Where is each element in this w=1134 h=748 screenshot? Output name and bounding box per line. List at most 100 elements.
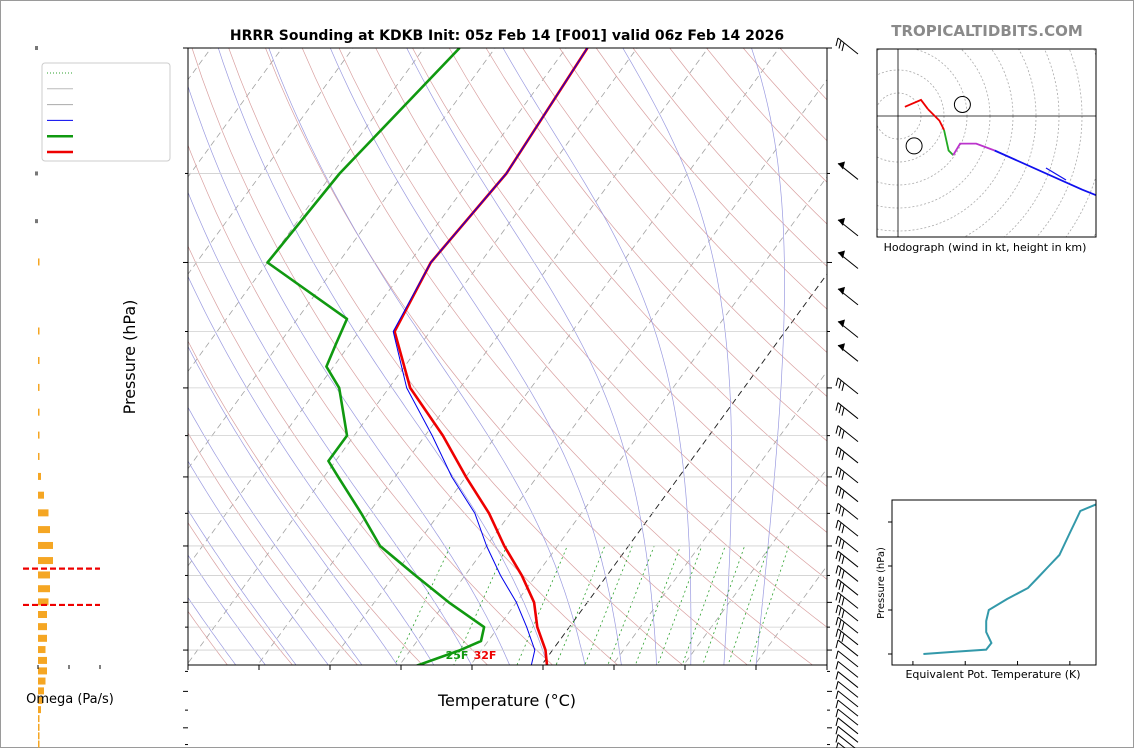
omega-bar — [38, 677, 46, 685]
pseudoadiabat-line — [188, 85, 510, 665]
wind-barb — [837, 319, 859, 338]
omega-bar — [38, 452, 40, 460]
isotherm-line — [612, 370, 827, 665]
isotherm-line — [399, 78, 827, 665]
barb-flag — [841, 622, 845, 631]
wind-barb — [835, 690, 859, 708]
barb-flag — [838, 594, 842, 603]
chart-title: HRRR Sounding at KDKB Init: 05z Feb 14 [… — [230, 28, 784, 44]
watermark: TROPICALTIDBITS.COM — [891, 22, 1083, 40]
omega-bar — [38, 598, 49, 606]
wind-barb — [835, 725, 859, 743]
skewt-x-label: Temperature (°C) — [437, 691, 576, 710]
wind-barbs — [835, 37, 859, 748]
wind-barb — [835, 425, 859, 442]
barb-pennant — [838, 217, 845, 226]
barb-shaft — [837, 550, 859, 568]
dry-adiabat-line — [669, 48, 827, 225]
skewt-y-axis — [183, 47, 832, 746]
dry-adiabat-line — [375, 48, 827, 580]
dry-adiabat-line — [559, 48, 827, 353]
omega-bar — [38, 509, 49, 517]
barb-flag — [835, 550, 839, 560]
barb-flag — [835, 592, 839, 601]
mixing-ratio-line — [634, 545, 681, 665]
mixing-ratio-line — [748, 545, 790, 665]
barb-pennant — [838, 343, 845, 352]
barb-flag — [835, 446, 839, 456]
barb-flag — [835, 466, 839, 476]
wind-barb — [835, 519, 859, 537]
wind-barb — [835, 565, 859, 582]
pseudoadiabat-line — [188, 191, 472, 665]
dry-adiabat-line — [742, 48, 827, 142]
barb-flag — [835, 681, 839, 690]
dry-adiabat-line — [188, 432, 358, 665]
isotherm-line — [188, 48, 354, 275]
omega-bar — [38, 356, 40, 364]
pseudoadiabat-line — [751, 48, 785, 665]
pseudoadiabat-line — [406, 48, 658, 665]
wind-barb — [837, 250, 859, 269]
barb-flag — [835, 700, 839, 709]
theta-e-frame — [891, 499, 1097, 666]
isotherm-zero-line — [541, 273, 827, 665]
omega-bar — [38, 646, 46, 654]
dry-adiabat-line — [338, 48, 827, 628]
barb-shaft — [837, 690, 859, 708]
omega-bar — [38, 526, 50, 534]
skewt-profiles — [266, 48, 589, 665]
barb-flag — [835, 604, 839, 614]
mixing-ratio-line — [702, 545, 745, 665]
theta-e-panel — [888, 503, 1097, 665]
skewt-y-label: Pressure (hPa) — [120, 300, 139, 415]
skewt-plot-frame — [187, 47, 828, 666]
pseudoadiabat-line — [188, 406, 363, 665]
barb-flag — [841, 609, 845, 619]
barb-shaft — [837, 565, 859, 582]
pseudoadiabat-line — [188, 460, 329, 665]
isotherm-line — [470, 176, 827, 665]
mixing-ratio-line — [555, 545, 606, 665]
surface-dewpoint-label: 25F — [446, 649, 469, 662]
omega-bar — [38, 715, 40, 723]
barb-flag — [835, 425, 839, 434]
omega-marker — [35, 219, 38, 224]
hodograph-trace — [904, 98, 1096, 197]
isotherm-line — [816, 48, 1134, 748]
barb-flag — [838, 631, 842, 640]
barb-flag — [841, 471, 845, 481]
mixing-ratio-line — [453, 545, 508, 665]
barb-flag — [838, 380, 842, 389]
hodograph-segment — [927, 108, 945, 131]
skewt-isobars — [188, 48, 827, 651]
barb-flag — [838, 40, 842, 49]
mixing-ratio-line — [727, 545, 770, 665]
dry-adiabat-line — [188, 144, 553, 665]
barb-flag — [835, 579, 839, 588]
barb-shaft — [837, 661, 859, 678]
barb-flag — [835, 485, 839, 494]
omega-bar — [38, 541, 53, 549]
wind-barb — [835, 650, 859, 668]
barb-flag — [841, 584, 845, 593]
barb-shaft — [837, 591, 859, 609]
wind-barb — [835, 628, 859, 646]
barb-shaft — [837, 578, 859, 596]
hodograph-caption: Hodograph (wind in kt, height in km) — [884, 241, 1087, 254]
omega-bar — [38, 383, 40, 391]
barb-flag — [835, 37, 839, 47]
omega-bar — [38, 634, 47, 642]
barb-shaft — [837, 742, 846, 748]
legend-box — [41, 62, 171, 162]
dry-adiabat-line — [412, 48, 827, 533]
barb-flag — [838, 581, 842, 590]
barb-shaft — [837, 708, 859, 726]
barb-flag — [838, 538, 842, 547]
isotherm-line — [188, 48, 567, 567]
barb-flag — [835, 661, 839, 670]
mixing-ratio-line — [394, 545, 451, 665]
wind-barb — [835, 699, 859, 717]
storm-motion-circle — [905, 137, 923, 155]
barb-flag — [841, 540, 845, 550]
